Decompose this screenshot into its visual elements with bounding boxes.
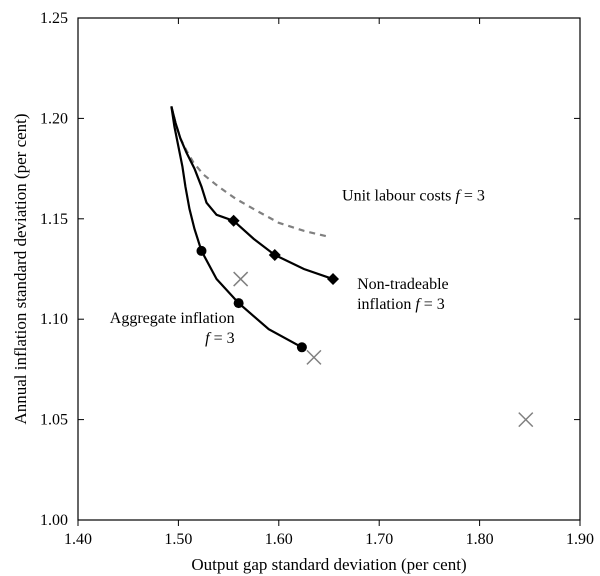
annotation-label: f = 3: [205, 330, 234, 347]
y-tick-label: 1.25: [40, 10, 68, 27]
annotation-label: Aggregate inflation: [110, 310, 235, 327]
x-tick-label: 1.90: [566, 531, 594, 548]
x-tick-label: 1.70: [365, 531, 393, 548]
x-tick-label: 1.80: [466, 531, 494, 548]
marker-circle: [196, 246, 206, 256]
annotation-label: inflation f = 3: [357, 296, 445, 313]
marker-diamond: [327, 273, 339, 285]
x-axis-title: Output gap standard deviation (per cent): [191, 555, 466, 574]
y-axis-title: Annual inflation standard deviation (per…: [11, 113, 30, 424]
marker-circle: [234, 298, 244, 308]
y-tick-label: 1.15: [40, 211, 68, 228]
y-tick-label: 1.05: [40, 412, 68, 429]
annotation-label: Non-tradeable: [357, 276, 449, 293]
series-non-tradeable-inflation: [171, 106, 333, 279]
x-tick-label: 1.40: [64, 531, 92, 548]
chart-container: 1.40 1.50 1.60 1.70 1.80 1.90 1.00 1.05 1.10 1.15…: [0, 0, 600, 576]
y-tick-label: 1.10: [40, 311, 68, 328]
marker-circle: [297, 342, 307, 352]
y-tick-label: 1.00: [40, 512, 68, 529]
line-chart: 1.40 1.50 1.60 1.70 1.80 1.90 1.00 1.05 1.10 1.15…: [0, 0, 600, 576]
y-tick-label: 1.20: [40, 110, 68, 127]
annotation-label: Unit labour costs f = 3: [342, 188, 485, 205]
x-tick-label: 1.50: [164, 531, 192, 548]
x-tick-label: 1.60: [265, 531, 293, 548]
